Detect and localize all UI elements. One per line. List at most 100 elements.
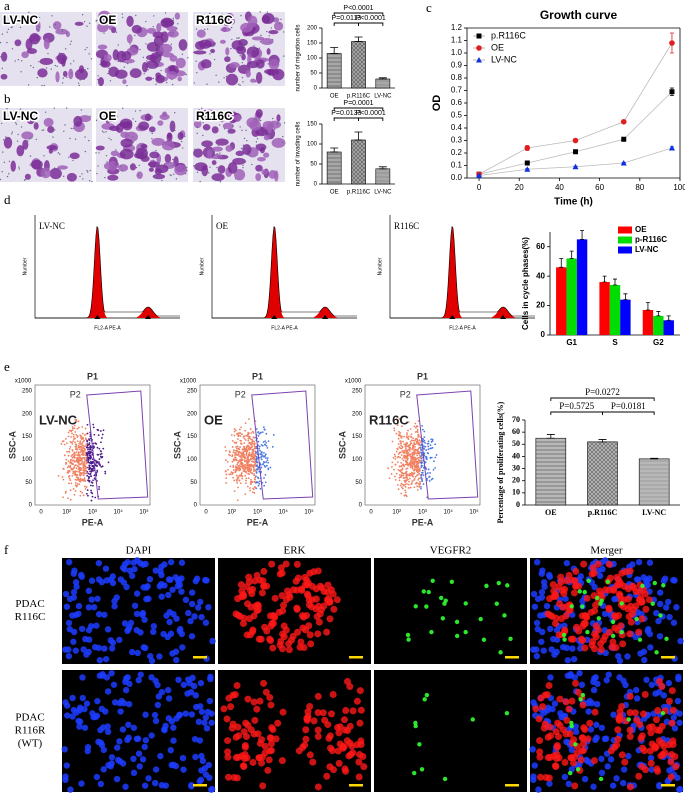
fluorescent-signal <box>498 650 503 655</box>
fluorescent-signal <box>440 616 446 621</box>
event-dot <box>404 481 407 484</box>
x-tick-label: 80 <box>635 183 644 192</box>
fluorescent-signal <box>245 573 253 581</box>
histogram-y-label: Number <box>22 257 28 275</box>
fluorescent-signal <box>260 567 268 575</box>
fluorescent-signal <box>587 726 595 733</box>
pore <box>230 26 233 29</box>
row-label: PDAC <box>15 598 44 610</box>
event-dot <box>98 458 101 460</box>
event-dot <box>79 478 82 481</box>
fluorescent-signal <box>326 615 334 623</box>
pore <box>72 177 74 179</box>
event-dot <box>390 473 393 475</box>
event-dot <box>261 463 264 466</box>
fluorescent-signal <box>258 736 266 744</box>
pore <box>254 48 256 51</box>
fluorescent-signal <box>644 581 652 589</box>
fluorescent-signal <box>534 595 542 603</box>
fluorescent-signal <box>324 588 332 596</box>
fluorescent-signal <box>156 653 163 660</box>
event-dot <box>250 432 253 434</box>
fluorescent-signal <box>653 765 661 773</box>
pore <box>135 14 137 17</box>
event-dot <box>80 468 83 471</box>
event-dot <box>404 457 406 460</box>
pore <box>206 83 208 85</box>
cell-blob <box>52 21 62 30</box>
fluorescent-signal <box>334 747 342 755</box>
fluorescent-signal <box>285 591 293 599</box>
fluorescent-signal <box>357 706 365 714</box>
event-dot <box>249 428 252 430</box>
pore <box>11 133 13 135</box>
pore <box>74 138 77 140</box>
event-dot <box>405 452 408 455</box>
pore <box>218 81 220 83</box>
fluorescent-signal <box>188 633 196 640</box>
cell-blob <box>202 109 208 120</box>
cell-blob <box>29 33 41 45</box>
fluorescent-signal <box>233 682 241 690</box>
event-dot <box>88 479 91 482</box>
event-dot <box>69 459 72 462</box>
fluorescent-signal <box>677 637 684 645</box>
event-dot <box>74 441 76 444</box>
pore <box>19 108 22 110</box>
fluorescent-signal <box>165 591 172 599</box>
fluorescent-signal <box>269 619 277 627</box>
fluorescent-signal <box>137 671 144 678</box>
marker <box>668 145 675 151</box>
event-dot <box>67 465 70 468</box>
event-dot <box>81 444 83 446</box>
cell-blob <box>261 169 269 175</box>
micrograph-label: LV-NC <box>3 13 38 27</box>
fluorescent-signal <box>578 734 586 742</box>
pore <box>50 68 52 70</box>
fluorescent-signal <box>544 733 552 741</box>
event-dot <box>84 427 87 430</box>
y-tick-label: 60 <box>536 242 545 251</box>
pore <box>185 73 187 76</box>
y-tick-label: 70 <box>512 415 520 424</box>
event-dot <box>412 439 415 442</box>
event-dot <box>104 472 107 475</box>
bar-texture <box>351 140 366 184</box>
fluorescent-signal <box>96 672 104 679</box>
event-dot <box>76 482 79 485</box>
event-dot <box>265 464 268 467</box>
fluorescent-signal <box>100 746 108 754</box>
pore <box>255 81 257 83</box>
fluorescent-signal <box>102 708 109 715</box>
pore <box>259 40 262 43</box>
fluorescent-signal <box>107 576 115 583</box>
fluorescent-signal <box>655 617 662 625</box>
cell-blob <box>212 146 224 152</box>
event-dot <box>244 474 247 477</box>
event-dot <box>419 482 422 485</box>
event-dot <box>421 480 424 483</box>
fluorescent-signal <box>547 674 554 681</box>
event-dot <box>247 439 250 442</box>
event-dot <box>435 454 438 456</box>
fluorescent-signal <box>656 726 664 734</box>
fluorescent-signal <box>293 605 301 613</box>
flow-x-label: PE-A <box>247 517 269 527</box>
event-dot <box>69 445 72 448</box>
x-tick-label: OE <box>545 508 557 517</box>
significance-bracket <box>550 411 603 415</box>
fluorescent-signal <box>543 691 551 699</box>
event-dot <box>96 469 99 472</box>
pore <box>17 59 20 61</box>
fluorescent-signal <box>666 767 673 774</box>
fluorescent-signal <box>151 779 159 787</box>
pore <box>82 178 84 180</box>
fluorescent-signal <box>78 625 86 633</box>
event-dot <box>408 473 411 475</box>
event-dot <box>85 437 87 440</box>
cell-blob <box>174 164 188 176</box>
fluorescent-signal <box>624 595 632 603</box>
peak-marker <box>271 315 278 319</box>
fluorescent-signal <box>204 708 212 716</box>
fluorescent-signal <box>674 697 682 705</box>
